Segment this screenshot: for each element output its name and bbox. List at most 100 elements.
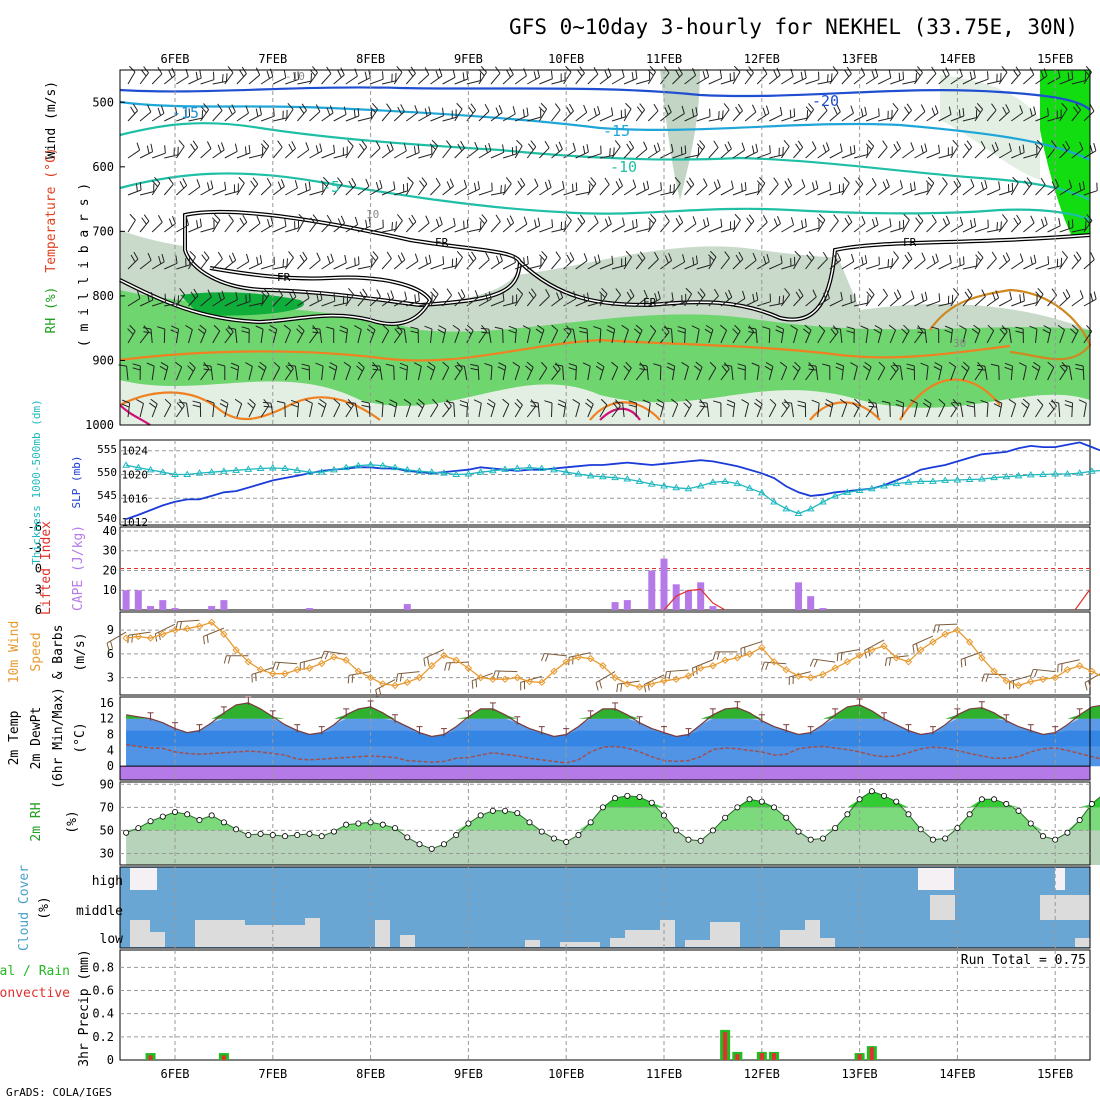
wind-barb [260, 75, 274, 85]
wind-barb [212, 403, 215, 418]
wind-barb [527, 116, 541, 122]
wind-barb-flag [793, 108, 796, 117]
wind-barb [369, 147, 381, 159]
wind-barb [987, 228, 1001, 233]
wind-barb-flag [713, 181, 718, 190]
thickness-marker [391, 463, 399, 471]
wind-barb-flag [882, 181, 887, 190]
wind-barb-flag [174, 361, 182, 368]
wind-barb [623, 295, 635, 307]
wind-barb-flag [1037, 287, 1044, 295]
wind-barb [463, 366, 468, 381]
wind-barb [901, 219, 910, 233]
wind-barb-flag [696, 143, 703, 151]
wind-barb [815, 366, 819, 381]
wind-barb-flag [948, 361, 956, 368]
wind-barb-flag [935, 253, 939, 262]
wind-barb-flag [122, 399, 130, 404]
wind-barb-flag [301, 103, 307, 111]
wind-barb-flag [328, 366, 337, 371]
wind-barb [175, 146, 185, 159]
wind-barb [890, 227, 904, 233]
wind-barb-flag [286, 258, 288, 267]
wind-barb-flag [868, 401, 877, 404]
wind-barb-flag [830, 73, 833, 82]
wind-barb-flag [1002, 214, 1008, 221]
wind-barb-flag [371, 102, 378, 110]
wind-barb-flag [375, 399, 384, 404]
wind-barb-flag [296, 328, 303, 335]
wind-barb-flag [816, 217, 824, 224]
wind-barb-flag [670, 143, 674, 152]
wind-barb [744, 111, 757, 122]
wind-barb-flag [635, 70, 638, 79]
wind-barb [986, 188, 1001, 196]
wind-speed-marker [550, 667, 558, 675]
wind-barb [284, 368, 294, 381]
wind-barb-flag [864, 650, 867, 659]
wind-barb-flag [298, 324, 305, 332]
wind-barb-flag [245, 362, 253, 367]
wind-barb [430, 366, 436, 381]
wind-barb-flag [463, 220, 465, 229]
wind-barb-flag [315, 362, 324, 367]
wind-barb-flag [726, 403, 735, 408]
wind-barb [575, 365, 577, 381]
wind-barb-flag [653, 144, 658, 153]
li-ytick: 3 [35, 582, 42, 596]
wind-barb-flag [783, 140, 790, 147]
thickness-marker [831, 492, 840, 499]
wind-barb-flag [642, 399, 651, 404]
wind-barb-flag [920, 362, 929, 367]
wind-barb-flag [649, 65, 656, 73]
wind-barb-flag [825, 399, 834, 404]
wind-barb-flag [735, 106, 741, 114]
wind-barb-flag [143, 214, 150, 222]
wind-barb-flag [914, 69, 921, 77]
wind-barb [309, 403, 313, 418]
wind-barb-flag [934, 105, 939, 114]
wind-barb-flag [443, 402, 450, 410]
rh2-ylabels: 2m RH (%) [29, 802, 80, 841]
wind-barb [248, 404, 256, 418]
wind-barb [793, 147, 804, 159]
rh-marker [991, 796, 998, 803]
wind-barb-flag [678, 215, 684, 223]
wind-barb-flag [761, 662, 765, 670]
wind-barb-flag [657, 142, 661, 151]
wind-barb [781, 115, 795, 122]
cloud-block [375, 920, 390, 947]
wind-barb-flag [953, 288, 960, 295]
wind-barb-flag [875, 216, 879, 225]
wind-barb-flag [755, 292, 759, 301]
wind-barb-flag [395, 221, 397, 230]
wind-barb [623, 78, 638, 85]
wind-barb [430, 404, 439, 418]
wind-barb [587, 403, 594, 418]
wind-barb [575, 403, 581, 418]
wind-barb [321, 152, 335, 159]
thickness-label: Thickness 1000-500mb (dm) [30, 399, 43, 565]
wind-barb [962, 265, 977, 270]
wind-barb-flag [301, 367, 310, 371]
wind-barb-flag [853, 144, 856, 154]
thickness-marker [721, 477, 730, 484]
wind-barb-flag [952, 398, 959, 406]
wind-barb-flag [435, 218, 440, 227]
wind-barb [309, 331, 319, 344]
wind-barb-flag [727, 399, 735, 404]
wind-barb [200, 109, 210, 122]
wind-barb [164, 262, 178, 270]
wind-barb-flag [706, 217, 710, 226]
wind-barb [938, 183, 948, 196]
wind-barb-flag [836, 653, 839, 662]
wind-barb-flag [305, 142, 310, 150]
temperature-contour [119, 404, 641, 426]
wind-barb-flag [287, 364, 296, 367]
wind-barb-flag [607, 67, 612, 76]
wind-barb [805, 148, 817, 159]
wind-barb-flag [667, 104, 672, 113]
wind-barb [1071, 330, 1079, 344]
rh-marker [208, 812, 215, 819]
wind-barb-flag [456, 361, 463, 369]
